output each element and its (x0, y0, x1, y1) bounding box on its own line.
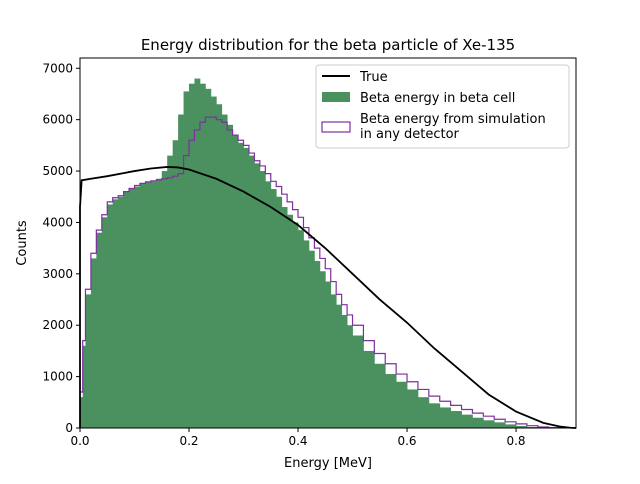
x-tick-label: 0.0 (70, 434, 89, 448)
histogram-bar (118, 197, 124, 428)
histogram-bar (96, 233, 102, 428)
x-tick-label: 0.4 (288, 434, 307, 448)
histogram-bar (140, 184, 146, 428)
histogram-bar (254, 163, 260, 428)
histogram-bar (320, 271, 326, 428)
histogram-bar (124, 192, 130, 428)
histogram-bar (407, 389, 418, 428)
y-tick-label: 2000 (42, 318, 73, 332)
x-tick-label: 0.2 (179, 434, 198, 448)
histogram-bar (156, 179, 162, 428)
y-tick-label: 6000 (42, 113, 73, 127)
x-axis-ticks: 0.0 0.2 0.4 0.6 0.8 (70, 428, 525, 448)
histogram-bar (107, 204, 113, 428)
histogram-bar (462, 415, 473, 428)
histogram-bar (194, 79, 200, 428)
histogram-bar (342, 315, 348, 428)
histogram-bar (303, 240, 309, 428)
legend-beta-cell-label: Beta energy in beta cell (360, 91, 515, 106)
histogram-bar (336, 305, 342, 428)
histogram-bar (227, 125, 233, 428)
y-tick-label: 7000 (42, 61, 73, 75)
histogram-bar (205, 89, 211, 428)
histogram-bar (309, 251, 315, 428)
histogram-bar (418, 397, 429, 428)
histogram-bar (265, 181, 271, 428)
histogram-bar (440, 407, 451, 428)
histogram-bar (276, 197, 282, 428)
histogram-bar (353, 336, 364, 429)
y-axis-label: Counts (15, 220, 30, 266)
histogram-bar (216, 104, 222, 428)
histogram-bar (282, 207, 288, 428)
x-tick-label: 0.6 (397, 434, 416, 448)
legend: True Beta energy in beta cell Beta energ… (316, 65, 569, 148)
histogram-bar (505, 424, 516, 428)
histogram-bar (363, 351, 374, 428)
y-tick-label: 4000 (42, 215, 73, 229)
histogram-bar (129, 189, 135, 428)
histogram-bar (298, 230, 304, 428)
histogram-bar (145, 182, 151, 428)
histogram-bar (314, 261, 320, 428)
histogram-bar (260, 171, 266, 428)
histogram-bar (494, 422, 505, 428)
histogram-bar (113, 199, 119, 428)
histogram-bar (483, 420, 494, 428)
y-tick-label: 3000 (42, 267, 73, 281)
x-axis-label: Energy [MeV] (284, 456, 372, 471)
histogram-bar (238, 143, 244, 428)
y-tick-label: 0 (65, 421, 73, 435)
x-tick-label: 0.8 (506, 434, 525, 448)
y-axis-ticks: 0 1000 2000 3000 4000 5000 6000 7000 (42, 61, 80, 435)
legend-true-label: True (359, 70, 388, 85)
y-tick-label: 5000 (42, 164, 73, 178)
histogram-bar (233, 135, 239, 428)
histogram-bar (472, 418, 483, 428)
histogram-bar (135, 186, 141, 428)
histogram-bar (429, 403, 440, 428)
histogram-bar (173, 140, 179, 428)
histogram-bar (91, 258, 97, 428)
legend-beta-cell-swatch (322, 92, 350, 102)
histogram-bar (162, 171, 168, 428)
histogram-bar (167, 156, 173, 428)
histogram-bar (211, 97, 217, 428)
histogram-bar (85, 294, 91, 428)
histogram-bar (325, 282, 331, 428)
histogram-bar (271, 189, 277, 428)
y-tick-label: 1000 (42, 370, 73, 384)
histogram-bar (151, 181, 157, 428)
histogram-bar (293, 222, 299, 428)
histogram-bar (451, 411, 462, 428)
chart-title: Energy distribution for the beta particl… (141, 36, 515, 54)
histogram-bar (102, 217, 108, 428)
histogram-bar (347, 325, 353, 428)
histogram-bar (200, 84, 206, 428)
histogram-bar (331, 294, 337, 428)
histogram-bar (287, 215, 293, 428)
histogram-bar (244, 148, 250, 428)
histogram-bar (385, 374, 396, 428)
histogram-bar (374, 364, 385, 428)
histogram-bar (396, 382, 407, 428)
histogram-bar (222, 115, 228, 428)
